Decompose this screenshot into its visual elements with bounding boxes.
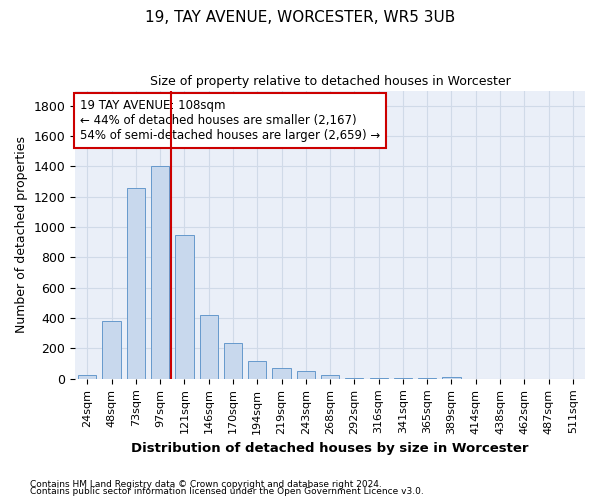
Text: Contains public sector information licensed under the Open Government Licence v3: Contains public sector information licen… [30,487,424,496]
Bar [345,378,364,379]
Bar [321,375,339,379]
Text: 19, TAY AVENUE, WORCESTER, WR5 3UB: 19, TAY AVENUE, WORCESTER, WR5 3UB [145,10,455,25]
Bar [127,188,145,379]
Bar [272,368,290,379]
Bar [224,343,242,379]
Bar [248,362,266,379]
Y-axis label: Number of detached properties: Number of detached properties [15,136,28,333]
X-axis label: Distribution of detached houses by size in Worcester: Distribution of detached houses by size … [131,442,529,455]
Bar [78,375,97,379]
Text: Contains HM Land Registry data © Crown copyright and database right 2024.: Contains HM Land Registry data © Crown c… [30,480,382,489]
Bar [442,376,461,379]
Text: 19 TAY AVENUE: 108sqm
← 44% of detached houses are smaller (2,167)
54% of semi-d: 19 TAY AVENUE: 108sqm ← 44% of detached … [80,99,380,142]
Bar [200,315,218,379]
Title: Size of property relative to detached houses in Worcester: Size of property relative to detached ho… [150,75,511,88]
Bar [103,321,121,379]
Bar [296,371,315,379]
Bar [394,378,412,379]
Bar [175,234,194,379]
Bar [370,378,388,379]
Bar [151,166,169,379]
